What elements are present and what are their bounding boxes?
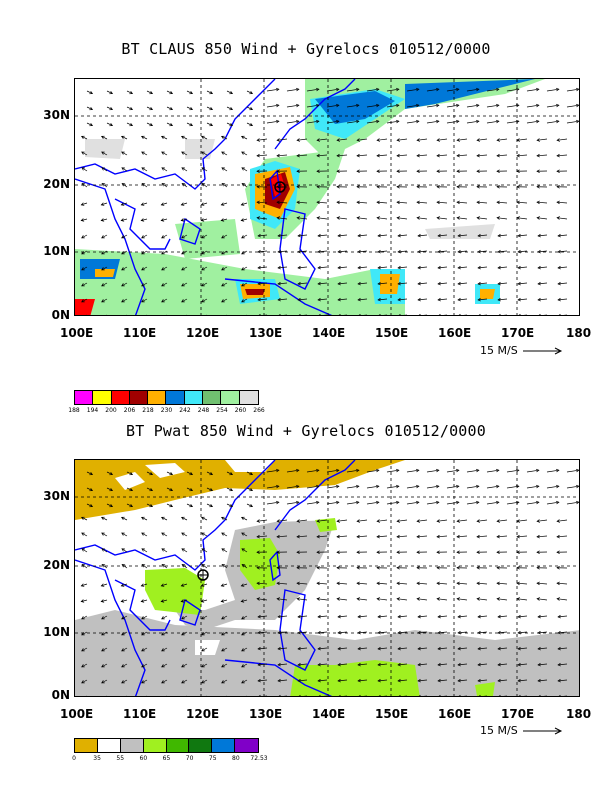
panel2-grid: [75, 460, 579, 696]
panel2-ytick-20n: 20N: [43, 558, 70, 572]
panel1-colorbar-swatch: [166, 391, 185, 404]
panel1-colorbar-swatch: [75, 391, 94, 404]
arrow-right-icon: [523, 727, 563, 735]
panel1-ytick-10n: 10N: [43, 244, 70, 258]
panel2-xtick: 150E: [375, 707, 409, 721]
panel2-xtick: 130E: [249, 707, 283, 721]
panel1-ref-vector-label: 15 M/S: [480, 344, 518, 357]
panel2-ytick-30n: 30N: [43, 489, 70, 503]
panel1-colorbar-label: 188: [68, 407, 80, 414]
panel1-colorbar-swatch: [111, 391, 130, 404]
panel2-reference-vector: 15 M/S: [480, 724, 565, 737]
panel1-xtick: 100E: [60, 326, 94, 340]
panel2-colorbar-label: 60: [139, 755, 148, 762]
panel1-colorbar-label: 218: [142, 407, 154, 414]
panel2-colorbar-swatch: [75, 739, 98, 752]
arrow-right-icon: [523, 347, 563, 355]
panel1-reference-vector: 15 M/S: [480, 344, 565, 357]
panel2-wind-vectors: [80, 468, 579, 696]
panel1-grid: [75, 79, 579, 315]
panel1-coastlines: [75, 79, 356, 315]
panel1-xtick: 150E: [375, 326, 409, 340]
panel2-colorbar-label: 35: [93, 755, 101, 762]
panel1-xtick: 130E: [249, 326, 283, 340]
panel2-xtick: 140E: [312, 707, 346, 721]
panel2-ytick-0n: 0N: [51, 688, 70, 702]
panel1-title: BT CLAUS 850 Wind + Gyrelocs 010512/0000: [121, 40, 491, 58]
panel2-svg: [75, 460, 579, 696]
panel2-xtick: 180: [566, 707, 592, 721]
panel1-colorbar-swatch: [148, 391, 167, 404]
panel2-colorbar-swatch: [166, 739, 190, 752]
panel2-gyre-location: [197, 569, 209, 581]
panel2-colorbar-label: 75: [208, 755, 217, 762]
panel2-colorbar-label: 55: [116, 755, 125, 762]
panel1-colorbar-swatch: [221, 391, 240, 404]
panel1-map: [74, 78, 580, 316]
panel1-svg: [75, 79, 579, 315]
panel1-colorbar-swatch: [184, 391, 204, 404]
panel1-colorbar-swatch: [93, 391, 112, 404]
panel2-xtick: 160E: [438, 707, 472, 721]
panel2-colorbar-label: 80: [232, 755, 240, 762]
panel1-colorbar-label: 242: [179, 407, 191, 414]
panel1-colorbar-swatch: [239, 391, 258, 404]
panel1-xtick: 110E: [123, 326, 157, 340]
panel2-xtick: 110E: [123, 707, 157, 721]
panel1-colorbar: [74, 390, 259, 405]
panel1-colorbar-swatch: [129, 391, 149, 404]
panel1-colorbar-swatch: [203, 391, 222, 404]
panel1-xtick: 140E: [312, 326, 346, 340]
panel1-colorbar-label: 194: [86, 407, 99, 414]
panel2-coastlines: [75, 460, 356, 696]
panel2-colorbar-swatch: [235, 739, 258, 752]
panel1-xtick: 160E: [438, 326, 472, 340]
panel2-pwat-shading: [75, 460, 579, 696]
panel1-xtick: 180: [566, 326, 592, 340]
panel1-ytick-0n: 0N: [51, 308, 70, 322]
panel2-xtick: 170E: [501, 707, 535, 721]
panel1-gyre-location: [274, 181, 286, 193]
panel2-map: [74, 459, 580, 697]
panel1-wind-vectors: [80, 87, 579, 315]
panel1-xtick: 170E: [501, 326, 535, 340]
panel1-xtick: 120E: [186, 326, 220, 340]
panel2-colorbar-label: 72.53: [250, 755, 268, 762]
panel2-colorbar-label: 0: [72, 755, 76, 762]
panel2-xtick: 100E: [60, 707, 94, 721]
panel2-colorbar-swatch: [97, 739, 121, 752]
panel2-colorbar-swatch: [189, 739, 213, 752]
panel1-colorbar-label: 230: [160, 407, 173, 414]
panel2-colorbar-label: 65: [162, 755, 171, 762]
panel1-colorbar-label: 248: [197, 407, 210, 414]
panel1-colorbar-label: 260: [234, 407, 247, 414]
panel2-ref-vector-label: 15 M/S: [480, 724, 518, 737]
panel2-colorbar-label: 70: [185, 755, 194, 762]
panel1-colorbar-label: 206: [123, 407, 136, 414]
panel1-ytick-30n: 30N: [43, 108, 70, 122]
panel2-colorbar-swatch: [120, 739, 144, 752]
panel2-xtick: 120E: [186, 707, 220, 721]
panel2-title: BT Pwat 850 Wind + Gyrelocs 010512/0000: [126, 422, 486, 440]
panel1-colorbar-label: 254: [216, 407, 228, 414]
panel1-colorbar-label: 266: [253, 407, 265, 414]
panel2-colorbar-swatch: [143, 739, 167, 752]
panel2-ytick-10n: 10N: [43, 625, 70, 639]
panel1-ytick-20n: 20N: [43, 177, 70, 191]
panel2-colorbar-swatch: [212, 739, 236, 752]
panel2-colorbar: [74, 738, 259, 753]
panel1-colorbar-label: 200: [105, 407, 117, 414]
